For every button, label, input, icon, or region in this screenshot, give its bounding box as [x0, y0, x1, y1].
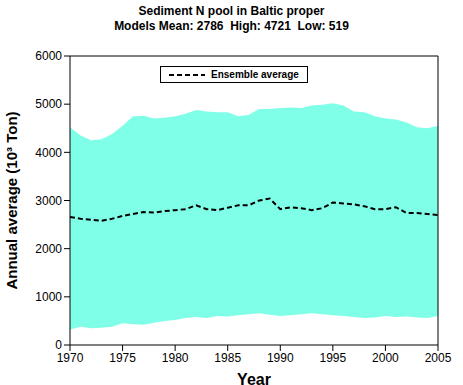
svg-text:0: 0	[55, 338, 62, 352]
html-text:Sediment N pool in Baltic prop: Sediment N pool in Baltic proper	[138, 4, 325, 18]
svg-text:1990: 1990	[267, 351, 294, 365]
svg-text:1985: 1985	[214, 351, 241, 365]
svg-text:2000: 2000	[35, 242, 62, 256]
svg-text:4000: 4000	[35, 146, 62, 160]
svg-text:Annual average (10³ Ton): Annual average (10³ Ton)	[8, 111, 20, 289]
svg-text:1000: 1000	[35, 290, 62, 304]
svg-text:6000: 6000	[35, 49, 62, 63]
html-text:Models Mean: 2786 High: 4721 L: Models Mean: 2786 High: 4721 Low: 519	[114, 19, 349, 33]
svg-text:1970: 1970	[57, 351, 84, 365]
svg-text:5000: 5000	[35, 97, 62, 111]
svg-text:2000: 2000	[372, 351, 399, 365]
svg-text:3000: 3000	[35, 194, 62, 208]
svg-text:2005: 2005	[425, 351, 452, 365]
svg-text:1975: 1975	[109, 351, 136, 365]
html-text:Ensemble average: Ensemble average	[211, 69, 299, 80]
svg-text:1995: 1995	[320, 351, 347, 365]
svg-text:Year: Year	[237, 371, 271, 385]
svg-text:1980: 1980	[162, 351, 189, 365]
